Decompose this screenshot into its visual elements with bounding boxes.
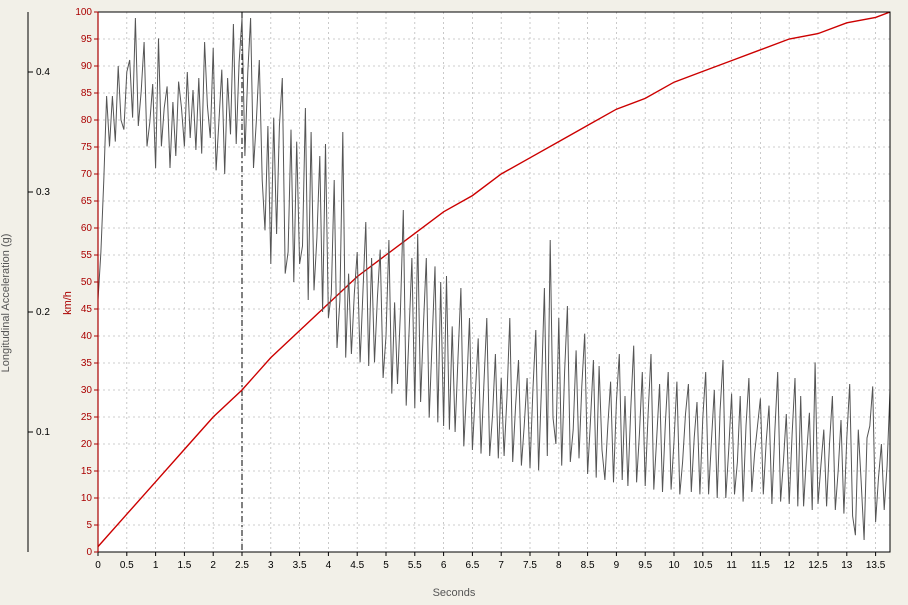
x-tick-label: 8.5 [581, 560, 595, 571]
x-tick-label: 11 [726, 560, 737, 571]
x-tick-label: 13 [841, 560, 853, 571]
x-tick-label: 4 [326, 560, 332, 571]
g-tick-label: 0.3 [36, 187, 50, 198]
kmh-tick-label: 5 [86, 520, 92, 531]
x-tick-label: 12 [784, 560, 796, 571]
x-tick-label: 1 [153, 560, 159, 571]
g-tick-label: 0.2 [36, 307, 50, 318]
x-tick-label: 13.5 [866, 560, 886, 571]
y-axis-left-label: Longitudinal Acceleration (g) [0, 233, 12, 372]
g-tick-label: 0.4 [36, 67, 50, 78]
kmh-tick-label: 60 [81, 223, 93, 234]
x-tick-label: 5.5 [408, 560, 422, 571]
kmh-tick-label: 45 [81, 304, 93, 315]
kmh-tick-label: 95 [81, 34, 93, 45]
x-tick-label: 4.5 [350, 560, 364, 571]
x-tick-label: 8 [556, 560, 562, 571]
kmh-tick-label: 100 [75, 7, 92, 18]
x-axis-label: Seconds [433, 587, 476, 599]
kmh-tick-label: 35 [81, 358, 93, 369]
x-tick-label: 9 [614, 560, 620, 571]
kmh-tick-label: 85 [81, 88, 93, 99]
x-tick-label: 3 [268, 560, 274, 571]
x-tick-label: 10.5 [693, 560, 713, 571]
kmh-tick-label: 30 [81, 385, 93, 396]
x-tick-label: 12.5 [808, 560, 828, 571]
x-tick-label: 6 [441, 560, 447, 571]
x-tick-label: 9.5 [638, 560, 652, 571]
kmh-tick-label: 80 [81, 115, 93, 126]
y-axis-kmh-label: km/h [62, 291, 74, 315]
chart-svg: 00.511.522.533.544.555.566.577.588.599.5… [0, 0, 908, 605]
x-tick-label: 10 [668, 560, 680, 571]
x-tick-label: 6.5 [465, 560, 479, 571]
x-tick-label: 3.5 [293, 560, 307, 571]
x-tick-label: 2.5 [235, 560, 249, 571]
kmh-tick-label: 15 [81, 466, 93, 477]
kmh-tick-label: 10 [81, 493, 93, 504]
x-tick-label: 5 [383, 560, 389, 571]
kmh-tick-label: 90 [81, 61, 93, 72]
x-tick-label: 7 [498, 560, 504, 571]
chart-container: Longitudinal Acceleration (g) km/h Secon… [0, 0, 908, 605]
x-tick-label: 2 [210, 560, 216, 571]
kmh-tick-label: 70 [81, 169, 93, 180]
x-tick-label: 0 [95, 560, 101, 571]
kmh-tick-label: 0 [86, 547, 92, 558]
kmh-tick-label: 25 [81, 412, 93, 423]
kmh-tick-label: 55 [81, 250, 93, 261]
g-tick-label: 0.1 [36, 427, 50, 438]
kmh-tick-label: 50 [81, 277, 93, 288]
x-tick-label: 7.5 [523, 560, 537, 571]
kmh-tick-label: 65 [81, 196, 93, 207]
kmh-tick-label: 20 [81, 439, 93, 450]
kmh-tick-label: 75 [81, 142, 93, 153]
x-tick-label: 11.5 [751, 560, 770, 571]
x-tick-label: 0.5 [120, 560, 134, 571]
x-tick-label: 1.5 [177, 560, 191, 571]
kmh-tick-label: 40 [81, 331, 93, 342]
